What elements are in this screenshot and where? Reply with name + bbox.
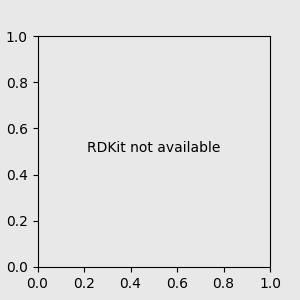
- Text: RDKit not available: RDKit not available: [87, 140, 220, 154]
